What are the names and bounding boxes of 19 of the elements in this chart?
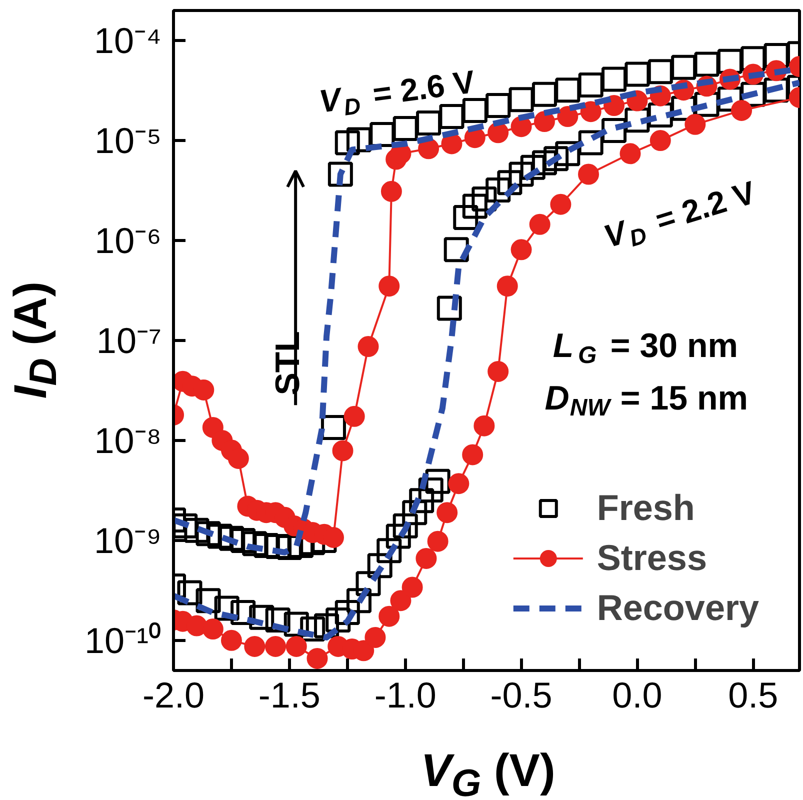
x-tick-label: 0.5 [728, 674, 778, 716]
legend-label: Stress [596, 536, 707, 580]
y-tick-label: 10⁻⁹ [94, 520, 162, 561]
x-tick-label: -1.5 [258, 674, 320, 716]
annotation: VD = 2.2 V [599, 174, 760, 255]
y-tick-label: 10⁻⁸ [94, 420, 162, 461]
x-tick-label: -2.0 [142, 674, 205, 716]
x-axis-title: V$_{G}$ (V) [420, 743, 556, 800]
legend-label: Fresh [596, 486, 695, 530]
annotation: VD = 2.6 V [317, 63, 478, 120]
y-tick-label: 10⁻⁷ [96, 320, 162, 361]
legend-label: Recovery [596, 586, 759, 630]
x-tick-label: -0.5 [490, 674, 552, 716]
y-tick-label: 10⁻¹⁰ [84, 620, 162, 661]
x-tick-label: 0.0 [612, 674, 662, 716]
y-tick-label: 10⁻⁴ [94, 20, 162, 62]
y-tick-label: 10⁻⁶ [94, 220, 162, 262]
y-tick-label: 10⁻⁵ [94, 120, 162, 162]
x-tick-label: -1.0 [374, 674, 436, 716]
